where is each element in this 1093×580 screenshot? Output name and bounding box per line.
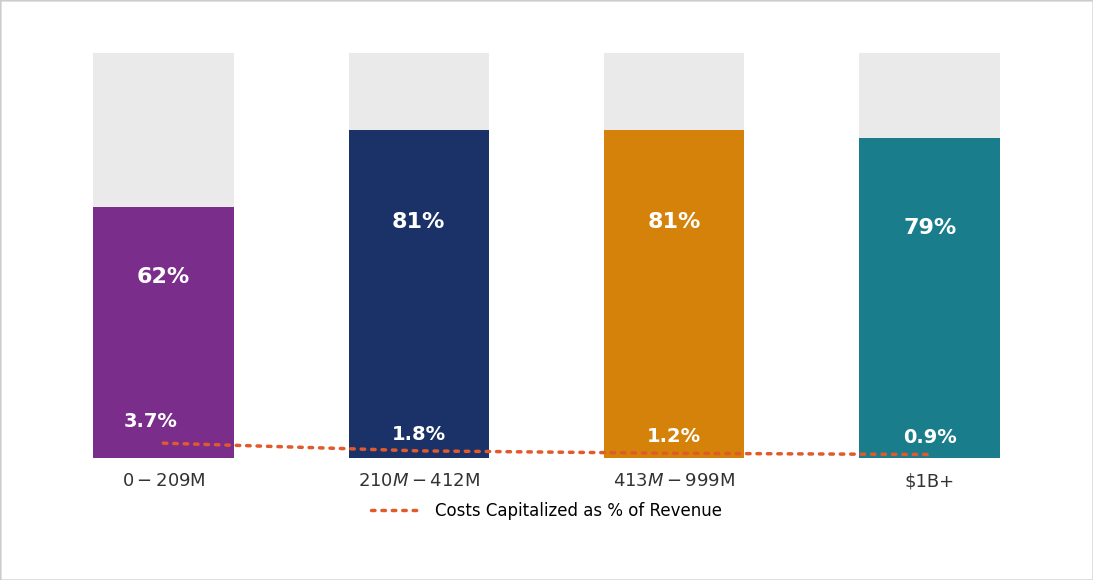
Bar [859, 138, 1000, 458]
Text: 3.7%: 3.7% [124, 412, 177, 431]
Text: 81%: 81% [392, 212, 446, 231]
Text: 1.2%: 1.2% [647, 427, 702, 446]
Bar [349, 53, 489, 458]
Text: 0.9%: 0.9% [903, 428, 956, 447]
Bar [93, 206, 234, 458]
Bar [604, 53, 744, 458]
Text: 1.8%: 1.8% [391, 425, 446, 444]
Legend: Costs Capitalized as % of Revenue: Costs Capitalized as % of Revenue [365, 495, 728, 527]
Text: 62%: 62% [137, 267, 190, 287]
Text: 79%: 79% [903, 218, 956, 238]
Bar [93, 53, 234, 458]
Bar [604, 130, 744, 458]
Bar [859, 53, 1000, 458]
Text: 81%: 81% [647, 212, 701, 231]
Bar [349, 130, 489, 458]
